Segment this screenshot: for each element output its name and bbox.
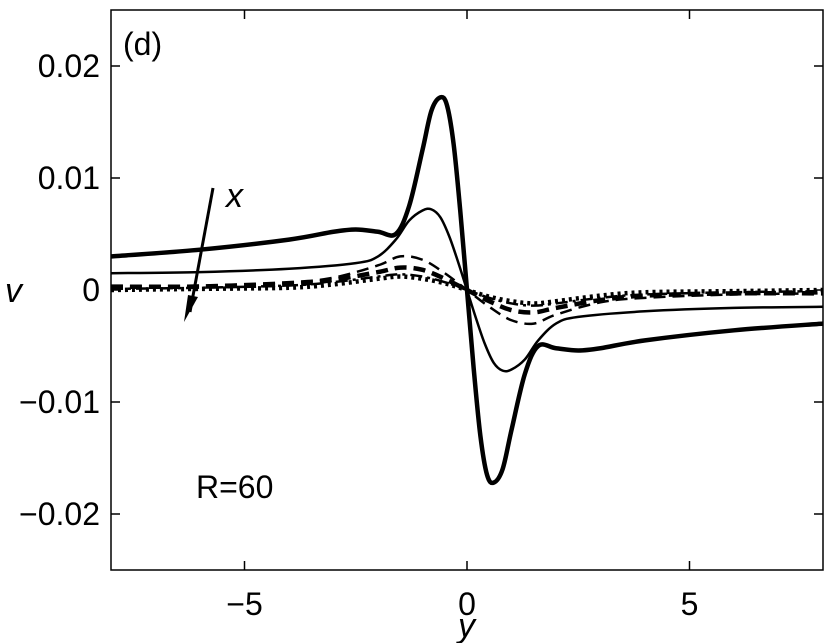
- y-tick-label: 0: [82, 272, 100, 308]
- x-tick-label: −5: [226, 586, 262, 622]
- x-tick-label: 5: [681, 586, 699, 622]
- series-line-6-thick-dotted: [110, 274, 824, 306]
- y-tick-label: 0.01: [38, 160, 100, 196]
- x-tick-label: 0: [458, 586, 476, 622]
- y-tick-label: −0.02: [19, 496, 100, 532]
- y-tick-label: −0.01: [19, 384, 100, 420]
- ticks-layer: −5 0 5 0.02 0.01 0 −0.01 −0.02: [19, 10, 823, 622]
- panel-label: (d): [123, 26, 162, 62]
- direction-arrow-shaft: [188, 187, 215, 313]
- direction-arrow-head: [184, 295, 198, 322]
- arrow-label: x: [224, 177, 244, 215]
- y-tick-label: 0.02: [38, 48, 100, 84]
- series-layer: [110, 94, 824, 486]
- x-axis-label: y: [456, 607, 477, 643]
- y-axis-label: v: [5, 272, 24, 310]
- reynolds-label: R=60: [196, 469, 273, 505]
